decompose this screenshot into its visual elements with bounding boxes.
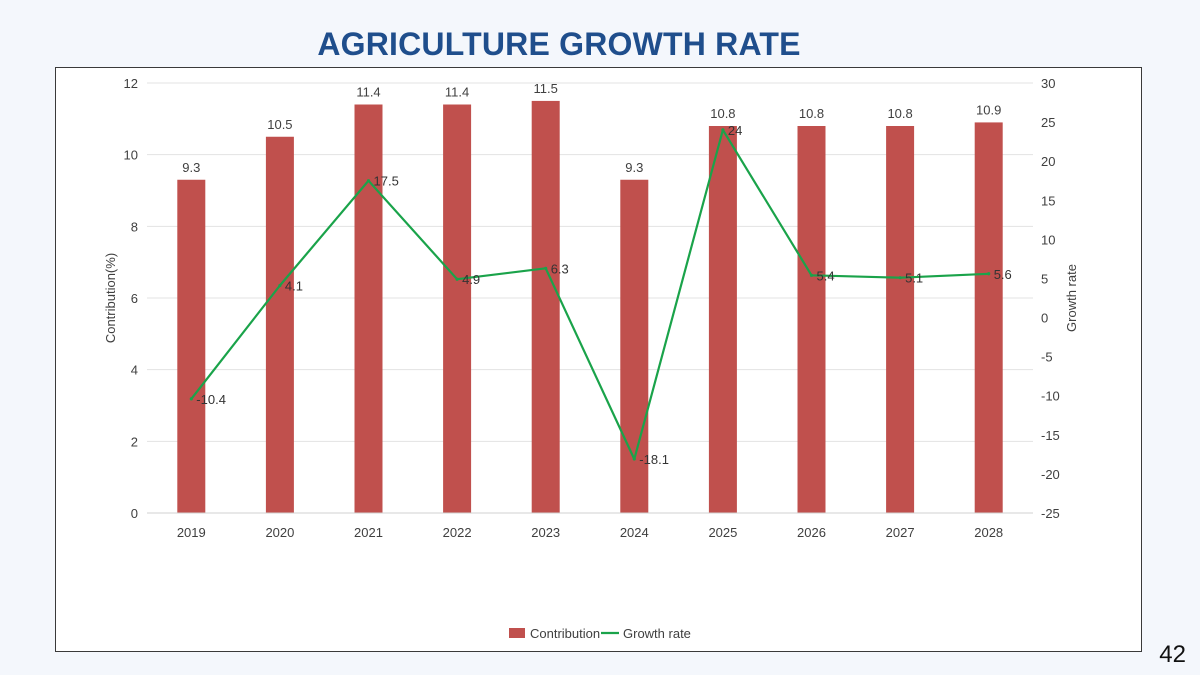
y2-tick-label: -10 bbox=[1041, 389, 1060, 404]
y2-tick-label: -15 bbox=[1041, 428, 1060, 443]
x-tick-label: 2023 bbox=[531, 525, 560, 540]
y2-tick-label: 5 bbox=[1041, 271, 1048, 286]
x-tick-label: 2019 bbox=[177, 525, 206, 540]
legend-label-growth-rate: Growth rate bbox=[623, 626, 691, 641]
y-tick-label: 10 bbox=[124, 148, 138, 163]
bar-contribution bbox=[354, 104, 383, 513]
bar-data-label: 11.5 bbox=[534, 81, 558, 96]
x-tick-label: 2024 bbox=[620, 525, 649, 540]
bar-contribution bbox=[265, 136, 294, 513]
x-tick-label: 2026 bbox=[797, 525, 826, 540]
x-tick-label: 2025 bbox=[708, 525, 737, 540]
bar-data-label: 10.8 bbox=[799, 106, 824, 121]
line-point-growth-rate bbox=[189, 397, 193, 401]
y2-tick-label: -25 bbox=[1041, 506, 1060, 521]
y-axis-title: Contribution(%) bbox=[103, 253, 118, 343]
line-point-growth-rate bbox=[278, 283, 282, 288]
y-tick-label: 12 bbox=[124, 76, 138, 91]
bar-contribution bbox=[443, 104, 472, 513]
line-point-growth-rate bbox=[544, 266, 548, 270]
y2-tick-label: -20 bbox=[1041, 467, 1060, 482]
x-tick-label: 2028 bbox=[974, 525, 1003, 540]
line-data-label: 4.9 bbox=[462, 272, 480, 287]
line-growth-rate bbox=[190, 128, 989, 461]
y-tick-label: 2 bbox=[131, 434, 138, 449]
y-tick-label: 8 bbox=[131, 219, 138, 234]
legend-label-contribution: Contribution bbox=[530, 626, 600, 641]
line-data-label: 17.5 bbox=[374, 174, 399, 189]
slide-title: AGRICULTURE GROWTH RATE bbox=[317, 26, 801, 62]
bar-contribution bbox=[797, 126, 826, 513]
y-tick-label: 6 bbox=[131, 291, 138, 306]
legend-swatch-contribution bbox=[509, 628, 525, 638]
bar-contribution bbox=[974, 122, 1003, 514]
bar-data-label: 9.3 bbox=[182, 160, 200, 175]
y2-tick-label: -5 bbox=[1041, 350, 1053, 365]
x-tick-label: 2022 bbox=[443, 525, 472, 540]
y2-tick-label: 20 bbox=[1041, 154, 1055, 169]
line-point-growth-rate bbox=[987, 272, 991, 276]
y2-tick-label: 30 bbox=[1041, 76, 1055, 91]
x-tick-label: 2020 bbox=[265, 525, 294, 540]
bar-data-label: 9.3 bbox=[625, 160, 643, 175]
bar-data-label: 10.5 bbox=[267, 117, 292, 132]
x-tick-label: 2027 bbox=[886, 525, 915, 540]
line-data-label: 5.4 bbox=[817, 268, 835, 283]
y2-tick-label: 25 bbox=[1041, 115, 1055, 130]
line-point-growth-rate bbox=[809, 273, 814, 277]
line-data-label: 4.1 bbox=[285, 278, 303, 293]
y-tick-label: 4 bbox=[131, 363, 138, 378]
y2-tick-label: 0 bbox=[1041, 311, 1048, 326]
line-data-label: 24 bbox=[728, 123, 742, 138]
line-point-growth-rate bbox=[455, 277, 459, 281]
bar-contribution bbox=[531, 100, 560, 514]
line-point-growth-rate bbox=[721, 128, 725, 132]
line-data-label: 5.1 bbox=[905, 271, 923, 286]
bar-data-label: 11.4 bbox=[445, 85, 469, 100]
line-point-growth-rate bbox=[366, 179, 371, 183]
line-data-label: -18.1 bbox=[639, 452, 669, 467]
bar-contribution bbox=[708, 126, 737, 513]
page-number: 42 bbox=[1159, 641, 1186, 668]
bar-data-label: 10.8 bbox=[710, 106, 735, 121]
line-data-label: -10.4 bbox=[196, 392, 226, 407]
x-tick-label: 2021 bbox=[354, 525, 383, 540]
bar-data-label: 11.4 bbox=[356, 85, 380, 100]
line-point-growth-rate bbox=[898, 276, 902, 280]
y2-axis-title: Growth rate bbox=[1064, 264, 1079, 332]
line-data-label: 6.3 bbox=[551, 261, 569, 276]
line-data-label: 5.6 bbox=[994, 267, 1012, 282]
line-point-growth-rate bbox=[632, 457, 636, 461]
bar-data-label: 10.9 bbox=[976, 102, 1001, 117]
y2-tick-label: 10 bbox=[1041, 232, 1055, 247]
chart-frame bbox=[55, 67, 1142, 652]
y2-tick-label: 15 bbox=[1041, 193, 1055, 208]
bar-contribution bbox=[886, 126, 915, 513]
bar-contribution bbox=[177, 179, 206, 513]
bar-data-label: 10.8 bbox=[887, 106, 912, 121]
y-tick-label: 0 bbox=[131, 506, 138, 521]
